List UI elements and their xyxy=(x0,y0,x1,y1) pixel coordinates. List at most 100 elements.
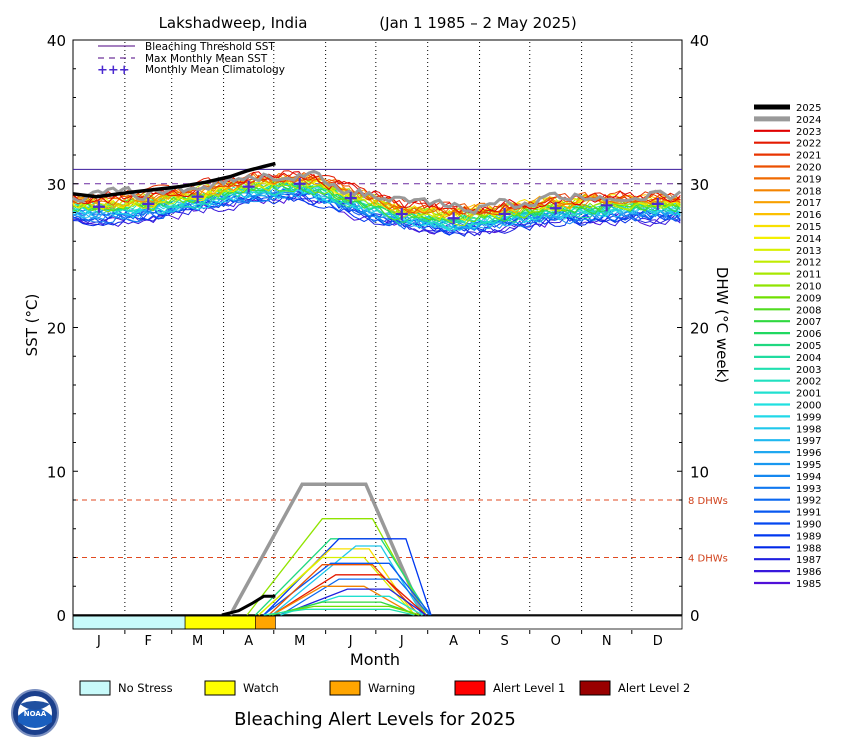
year-legend-label-1993: 1993 xyxy=(796,484,821,495)
year-legend-label-2006: 2006 xyxy=(796,329,821,340)
year-legend-label-2019: 2019 xyxy=(796,174,821,185)
alert-legend-label: No Stress xyxy=(118,681,173,695)
y-axis-right-label: DHW (°C week) xyxy=(713,267,731,383)
alert-legend-label: Watch xyxy=(243,681,279,695)
footer-title: Bleaching Alert Levels for 2025 xyxy=(234,709,516,730)
year-legend-label-2020: 2020 xyxy=(796,163,821,174)
year-legend-label-2010: 2010 xyxy=(796,282,821,293)
dhw-line-2003 xyxy=(264,609,415,615)
year-legend-label-2017: 2017 xyxy=(796,198,821,209)
y-tick-label-left: 40 xyxy=(47,32,66,50)
legend-bleaching-label: Bleaching Threshold SST xyxy=(145,41,275,53)
x-tick-label: F xyxy=(145,634,152,649)
y-tick-label-right: 30 xyxy=(690,176,709,194)
alert-legend-label: Alert Level 2 xyxy=(618,681,690,695)
year-legend-label-2003: 2003 xyxy=(796,365,821,376)
y-tick-label-left: 10 xyxy=(47,463,66,481)
alert-legend-swatch xyxy=(205,681,235,695)
year-legend-label-2008: 2008 xyxy=(796,305,821,316)
x-tick-label: N xyxy=(602,634,612,649)
y-tick-label-right: 40 xyxy=(690,32,709,50)
year-legend-label-2011: 2011 xyxy=(796,270,821,281)
x-tick-label: S xyxy=(501,634,509,649)
year-legend-label-2022: 2022 xyxy=(796,139,821,150)
year-legend-label-1985: 1985 xyxy=(796,579,821,590)
year-legend-label-2021: 2021 xyxy=(796,151,821,162)
legend-climatology-marks: +++ xyxy=(97,63,130,78)
alert-legend-swatch xyxy=(80,681,110,695)
reference-lines: 8 DHWs 4 DHWs xyxy=(73,169,728,615)
y-tick-label-left: 30 xyxy=(47,176,66,194)
year-legend-label-1986: 1986 xyxy=(796,567,821,578)
x-tick-label: D xyxy=(653,634,663,649)
alert-legend-label: Warning xyxy=(368,681,415,695)
year-legend-label-1990: 1990 xyxy=(796,520,821,531)
y-tick-label-left: 0 xyxy=(56,607,66,625)
year-legend-label-2005: 2005 xyxy=(796,341,821,352)
x-tick-label: J xyxy=(399,634,404,649)
noaa-logo: NOAA xyxy=(12,690,58,736)
year-legend-label-1999: 1999 xyxy=(796,412,821,423)
year-legend-label-2014: 2014 xyxy=(796,234,821,245)
x-tick-label: M xyxy=(192,634,203,649)
year-legend-label-2016: 2016 xyxy=(796,210,821,221)
year-legend-label-1996: 1996 xyxy=(796,448,821,459)
noaa-logo-text: NOAA xyxy=(24,710,47,718)
year-legend-label-2009: 2009 xyxy=(796,293,821,304)
dhw-reference-label: 8 DHWs xyxy=(688,496,728,507)
chart-title-location: Lakshadweep, India xyxy=(159,14,308,32)
x-tick-label: A xyxy=(244,634,253,649)
year-legend-label-1998: 1998 xyxy=(796,424,821,435)
year-legend-label-2012: 2012 xyxy=(796,258,821,269)
year-legend-label-1997: 1997 xyxy=(796,436,821,447)
sst-series xyxy=(73,164,680,237)
x-tick-label: J xyxy=(96,634,101,649)
dhw-series xyxy=(222,484,431,615)
year-legend-label-1987: 1987 xyxy=(796,555,821,566)
year-legend-label-1994: 1994 xyxy=(796,472,821,483)
x-axis-label: Month xyxy=(350,650,400,669)
alert-bar-2025 xyxy=(73,616,682,629)
year-legend-label-2007: 2007 xyxy=(796,317,821,328)
alert-legend-swatch xyxy=(330,681,360,695)
x-tick-label: J xyxy=(348,634,353,649)
y-axis-left-label: SST (°C) xyxy=(23,294,41,357)
year-legend-label-2000: 2000 xyxy=(796,401,821,412)
year-legend-label-1992: 1992 xyxy=(796,496,821,507)
alert-bar-segment xyxy=(255,616,275,629)
dhw-reference-label: 4 DHWs xyxy=(688,554,728,565)
alert-level-legend: No Stress Watch Warning Alert Level 1 Alert … xyxy=(80,681,690,695)
alert-bar-segment xyxy=(73,616,185,629)
y-tick-label-left: 20 xyxy=(47,320,66,338)
year-legend-label-2004: 2004 xyxy=(796,353,821,364)
year-legend: 2025202420232022202120202019201820172016… xyxy=(754,103,821,590)
year-legend-label-2025: 2025 xyxy=(796,103,821,114)
year-legend-label-2015: 2015 xyxy=(796,222,821,233)
year-legend-label-1988: 1988 xyxy=(796,543,821,554)
year-legend-label-2018: 2018 xyxy=(796,186,821,197)
x-tick-label: M xyxy=(294,634,305,649)
legend-climatology-label: Monthly Mean Climatology xyxy=(145,64,285,76)
alert-legend-swatch xyxy=(580,681,610,695)
year-legend-label-1989: 1989 xyxy=(796,531,821,542)
bleaching-chart: Lakshadweep, India (Jan 1 1985 – 2 May 2… xyxy=(0,0,850,750)
year-legend-label-1995: 1995 xyxy=(796,460,821,471)
year-legend-label-2024: 2024 xyxy=(796,115,821,126)
year-legend-label-2013: 2013 xyxy=(796,246,821,257)
chart-title-range: (Jan 1 1985 – 2 May 2025) xyxy=(379,14,576,32)
y-tick-label-right: 20 xyxy=(690,320,709,338)
y-tick-label-right: 0 xyxy=(690,607,700,625)
y-tick-label-right: 10 xyxy=(690,463,709,481)
axes: 0 0 10 10 20 20 30 30 40 40 J F M A M J J A S O N D xyxy=(47,32,709,649)
alert-legend-swatch xyxy=(455,681,485,695)
year-legend-label-2002: 2002 xyxy=(796,377,821,388)
x-tick-label: A xyxy=(449,634,458,649)
alert-bar-segment xyxy=(185,616,255,629)
x-tick-label: O xyxy=(551,634,561,649)
dhw-line-2024 xyxy=(230,484,422,615)
dhw-line-1998 xyxy=(272,546,423,615)
year-legend-label-2023: 2023 xyxy=(796,127,821,138)
alert-legend-label: Alert Level 1 xyxy=(493,681,565,695)
year-legend-label-2001: 2001 xyxy=(796,389,821,400)
year-legend-label-1991: 1991 xyxy=(796,508,821,519)
